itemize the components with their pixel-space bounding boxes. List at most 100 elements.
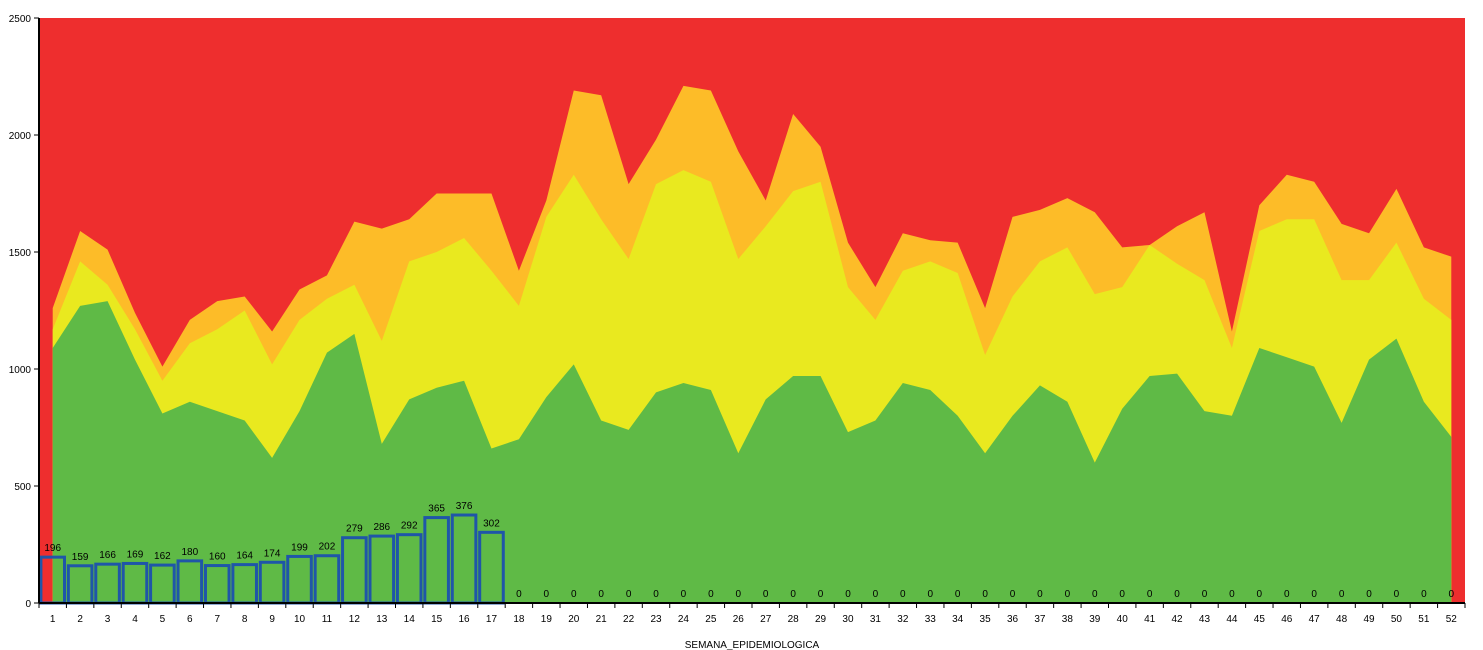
x-tick-label-45: 45 [1254, 614, 1266, 625]
data-label-week-51: 0 [1421, 589, 1427, 600]
x-tick-label-5: 5 [160, 614, 166, 625]
x-tick-label-8: 8 [242, 614, 248, 625]
data-label-week-21: 0 [598, 589, 604, 600]
data-label-week-44: 0 [1229, 589, 1235, 600]
x-tick-label-30: 30 [842, 614, 854, 625]
data-label-week-14: 292 [401, 521, 418, 532]
x-tick-label-27: 27 [760, 614, 772, 625]
data-label-week-40: 0 [1119, 589, 1125, 600]
x-tick-label-16: 16 [458, 614, 470, 625]
y-tick-label-1000: 1000 [9, 365, 32, 376]
data-label-week-13: 286 [373, 522, 390, 533]
data-label-week-20: 0 [571, 589, 577, 600]
data-label-week-4: 169 [127, 549, 144, 560]
x-tick-label-1: 1 [50, 614, 56, 625]
x-tick-label-18: 18 [513, 614, 525, 625]
x-tick-label-37: 37 [1034, 614, 1046, 625]
data-label-week-28: 0 [790, 589, 796, 600]
data-label-week-50: 0 [1394, 589, 1400, 600]
endemic-bands [39, 18, 1465, 604]
y-tick-label-2000: 2000 [9, 131, 32, 142]
data-label-week-24: 0 [681, 589, 687, 600]
data-label-week-39: 0 [1092, 589, 1098, 600]
data-label-week-31: 0 [873, 589, 879, 600]
x-tick-label-2: 2 [77, 614, 83, 625]
data-label-week-36: 0 [1010, 589, 1016, 600]
x-tick-label-11: 11 [322, 614, 333, 625]
x-axis-title: SEMANA_EPIDEMIOLOGICA [685, 640, 820, 650]
x-tick-label-31: 31 [870, 614, 882, 625]
data-label-week-23: 0 [653, 589, 659, 600]
data-label-week-3: 166 [99, 550, 116, 561]
x-tick-label-40: 40 [1117, 614, 1129, 625]
x-tick-label-33: 33 [925, 614, 937, 625]
data-label-week-37: 0 [1037, 589, 1043, 600]
data-label-week-16: 376 [456, 501, 473, 512]
data-label-week-22: 0 [626, 589, 632, 600]
x-tick-label-32: 32 [897, 614, 909, 625]
x-tick-label-20: 20 [568, 614, 580, 625]
data-label-week-27: 0 [763, 589, 769, 600]
data-label-week-10: 199 [291, 542, 308, 553]
data-label-week-17: 302 [483, 518, 500, 529]
data-label-week-45: 0 [1257, 589, 1263, 600]
x-tick-label-36: 36 [1007, 614, 1019, 625]
x-tick-label-42: 42 [1171, 614, 1183, 625]
data-label-week-9: 174 [264, 548, 281, 559]
data-label-week-35: 0 [982, 589, 988, 600]
data-label-week-2: 159 [72, 552, 89, 563]
x-tick-label-47: 47 [1309, 614, 1321, 625]
x-tick-label-24: 24 [678, 614, 690, 625]
x-tick-label-44: 44 [1226, 614, 1238, 625]
y-tick-label-2500: 2500 [9, 14, 32, 25]
data-label-week-8: 164 [236, 551, 253, 562]
y-tick-label-1500: 1500 [9, 248, 32, 259]
x-tick-label-6: 6 [187, 614, 193, 625]
x-tick-label-51: 51 [1418, 614, 1430, 625]
x-tick-label-4: 4 [132, 614, 138, 625]
x-tick-label-13: 13 [376, 614, 388, 625]
data-label-week-38: 0 [1065, 589, 1071, 600]
data-label-week-26: 0 [736, 589, 742, 600]
x-tick-label-28: 28 [788, 614, 800, 625]
data-label-week-49: 0 [1366, 589, 1372, 600]
data-label-week-6: 180 [181, 547, 198, 558]
x-tick-label-35: 35 [980, 614, 992, 625]
x-tick-label-49: 49 [1363, 614, 1375, 625]
data-label-week-18: 0 [516, 589, 522, 600]
y-tick-label-0: 0 [25, 599, 31, 610]
x-tick-label-39: 39 [1089, 614, 1101, 625]
data-label-week-7: 160 [209, 552, 226, 563]
x-tick-label-29: 29 [815, 614, 827, 625]
x-tick-label-14: 14 [404, 614, 416, 625]
y-axis-tick-labels: 0 500 1000 1500 2000 2500 [9, 14, 39, 610]
data-label-week-52: 0 [1449, 589, 1455, 600]
x-tick-label-48: 48 [1336, 614, 1348, 625]
x-axis-tick-labels: 1 2 3 4 5 6 7 8 9 10 11 12 13 14 15 16 17 18 19 20 21 22 23 24 2… [38, 603, 1466, 625]
data-label-week-33: 0 [927, 589, 933, 600]
bar-data-labels: 196 159 166 169 162 180 160 164 174 199 202 279 286 2… [44, 501, 1454, 600]
x-tick-label-19: 19 [541, 614, 553, 625]
data-label-week-30: 0 [845, 589, 851, 600]
x-tick-label-26: 26 [733, 614, 745, 625]
data-label-week-1: 196 [44, 543, 61, 554]
y-tick-label-500: 500 [14, 482, 31, 493]
x-tick-label-17: 17 [486, 614, 498, 625]
x-tick-label-15: 15 [431, 614, 443, 625]
data-label-week-15: 365 [428, 504, 445, 515]
data-label-week-29: 0 [818, 589, 824, 600]
data-label-week-32: 0 [900, 589, 906, 600]
data-label-week-41: 0 [1147, 589, 1153, 600]
x-tick-label-10: 10 [294, 614, 306, 625]
x-tick-label-22: 22 [623, 614, 635, 625]
x-tick-label-38: 38 [1062, 614, 1074, 625]
x-tick-label-3: 3 [105, 614, 111, 625]
x-tick-label-7: 7 [214, 614, 220, 625]
x-tick-label-25: 25 [705, 614, 717, 625]
data-label-week-47: 0 [1311, 589, 1317, 600]
data-label-week-48: 0 [1339, 589, 1345, 600]
x-tick-label-12: 12 [349, 614, 361, 625]
data-label-week-19: 0 [544, 589, 550, 600]
